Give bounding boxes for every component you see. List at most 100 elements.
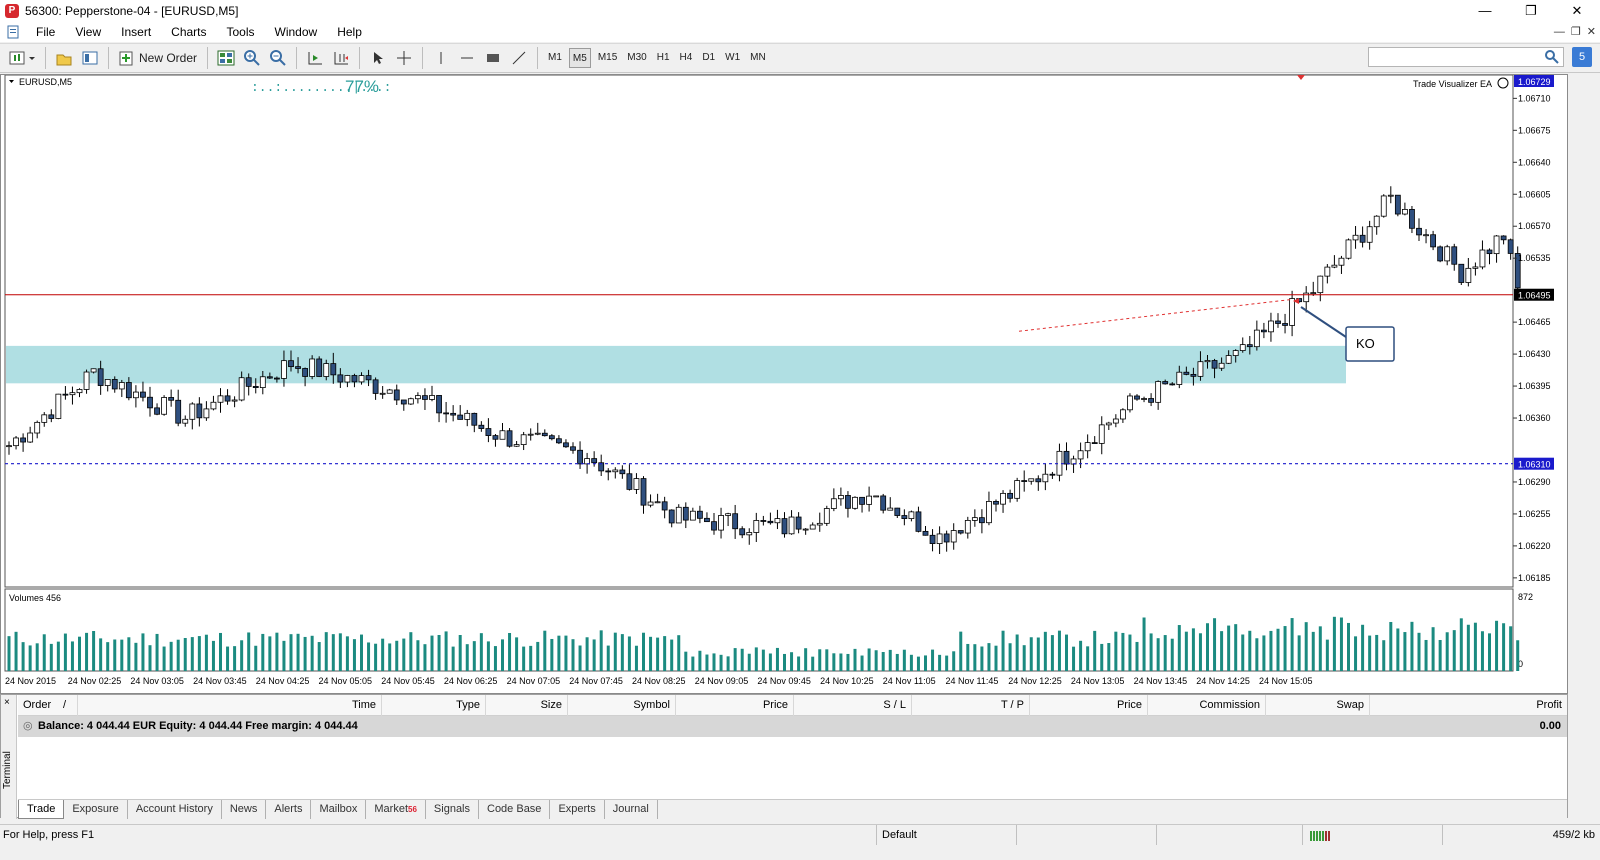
tab-news[interactable]: News [222,800,267,819]
volume-bar [70,641,74,671]
profiles-icon[interactable] [52,46,76,70]
timeframe-m1-button[interactable]: M1 [548,52,562,63]
candle-body [168,397,175,401]
candle-body [802,528,809,531]
candle-body [1423,234,1429,237]
candle-body [781,518,788,535]
tab-experts[interactable]: Experts [550,800,605,819]
doc-icon[interactable] [1,20,25,44]
volume-bar [296,633,300,671]
market-watch-icon[interactable] [78,46,102,70]
cursor-tool-icon[interactable] [366,46,390,70]
menu-help[interactable]: Help [337,25,362,39]
col-sl[interactable]: S / L [794,695,912,716]
tab-code-base[interactable]: Code Base [479,800,551,819]
volume-bar [719,654,723,671]
trendline-tool-icon[interactable] [507,46,531,70]
col-sort[interactable]: / [63,699,67,711]
child-minimize-button[interactable]: — [1553,26,1565,38]
tab-alerts[interactable]: Alerts [266,800,312,819]
col-size[interactable]: Size [486,695,568,716]
close-button[interactable]: ✕ [1571,3,1583,18]
time-axis-label: 24 Nov 08:25 [632,676,686,686]
volume-bar [141,633,145,671]
side-panel-badge[interactable]: 5 [1572,47,1592,67]
tab-trade[interactable]: Trade [18,800,65,819]
time-axis-label: 24 Nov 13:45 [1134,676,1188,686]
child-close-button[interactable]: ✕ [1586,26,1596,38]
search-icon[interactable] [1544,49,1560,65]
zoom-out-icon[interactable] [266,46,290,70]
volume-bar [345,636,349,671]
col-symbol[interactable]: Symbol [568,695,676,716]
zoom-in-icon[interactable] [240,46,264,70]
price-axis-label: 1.06570 [1518,221,1551,231]
menu-tools[interactable]: Tools [226,25,255,39]
tab-exposure[interactable]: Exposure [64,800,128,819]
rectangle-tool-icon[interactable] [481,46,505,70]
balance-icon: ◎ [23,720,33,732]
timeframe-d1-button[interactable]: D1 [702,52,716,63]
volume-bar [1368,635,1372,671]
menu-file[interactable]: File [36,25,56,39]
tab-market[interactable]: Market56 [366,800,426,819]
col-tp[interactable]: T / P [912,695,1030,716]
auto-scroll-icon[interactable] [329,46,353,70]
status-profile[interactable]: Default [876,825,1016,845]
menu-charts[interactable]: Charts [171,25,207,39]
volume-bar [148,645,152,671]
crosshair-tool-icon[interactable] [392,46,416,70]
child-restore-button[interactable]: ❐ [1570,26,1581,38]
tab-mailbox[interactable]: Mailbox [311,800,367,819]
col-profit[interactable]: Profit [1536,699,1562,711]
menu-window[interactable]: Window [274,25,318,39]
chart-canvas[interactable]: 1.06710 1.06675 1.06640 1.06605 1.06570 1.065… [1,75,1567,693]
menu-view[interactable]: View [75,25,102,39]
candle-body [986,501,992,524]
balance-row[interactable]: ◎ Balance: 4 044.44 EUR Equity: 4 044.44… [18,716,1567,737]
vertical-line-icon[interactable] [429,46,453,70]
tab-account-history[interactable]: Account History [128,800,222,819]
timeframe-m15-button[interactable]: M15 [597,52,618,63]
candle-body [344,375,351,383]
terminal-close-icon[interactable]: × [4,697,10,708]
timeframe-h1-button[interactable]: H1 [656,52,670,63]
col-time[interactable]: Time [78,695,382,716]
col-price[interactable]: Price [676,695,794,716]
menu-insert[interactable]: Insert [121,25,152,39]
time-axis-label: 24 Nov 06:25 [444,676,498,686]
col-current-price[interactable]: Price [1030,695,1148,716]
timeframe-h4-button[interactable]: H4 [679,52,693,63]
tab-journal[interactable]: Journal [605,800,658,819]
time-axis-label: 24 Nov 04:25 [256,676,310,686]
horizontal-line-icon[interactable] [455,46,479,70]
timeframe-mn-button[interactable]: MN [750,52,766,63]
new-chart-icon[interactable] [7,46,39,70]
tile-windows-icon[interactable] [214,46,238,70]
timeframe-m5-button[interactable]: M5 [568,48,591,68]
chart-shift-icon[interactable] [303,46,327,70]
candle-body [351,375,358,383]
col-swap[interactable]: Swap [1266,695,1370,716]
smiley-icon [1497,77,1509,89]
maximize-button[interactable]: ❐ [1525,3,1537,18]
search-input[interactable] [1368,47,1564,67]
col-order[interactable]: Order [18,695,78,716]
candle-body [1261,329,1267,333]
timeframe-w1-button[interactable]: W1 [725,52,741,63]
candle-body [964,520,971,534]
col-commission[interactable]: Commission [1148,695,1266,716]
volume-bar [902,649,906,671]
candle-body [1155,381,1162,403]
volume-bar [1509,626,1513,671]
candle-body [407,398,414,405]
tab-signals[interactable]: Signals [426,800,479,819]
timeframe-m30-button[interactable]: M30 [627,52,647,63]
connection-bars-icon [1310,831,1330,841]
col-type[interactable]: Type [382,695,486,716]
chart-window[interactable]: 1.06710 1.06675 1.06640 1.06605 1.06570 1.065… [0,74,1568,694]
minimize-button[interactable]: — [1478,3,1492,18]
new-order-button[interactable]: New Order [115,46,201,70]
candle-body [372,379,379,394]
candle-body [55,393,62,419]
